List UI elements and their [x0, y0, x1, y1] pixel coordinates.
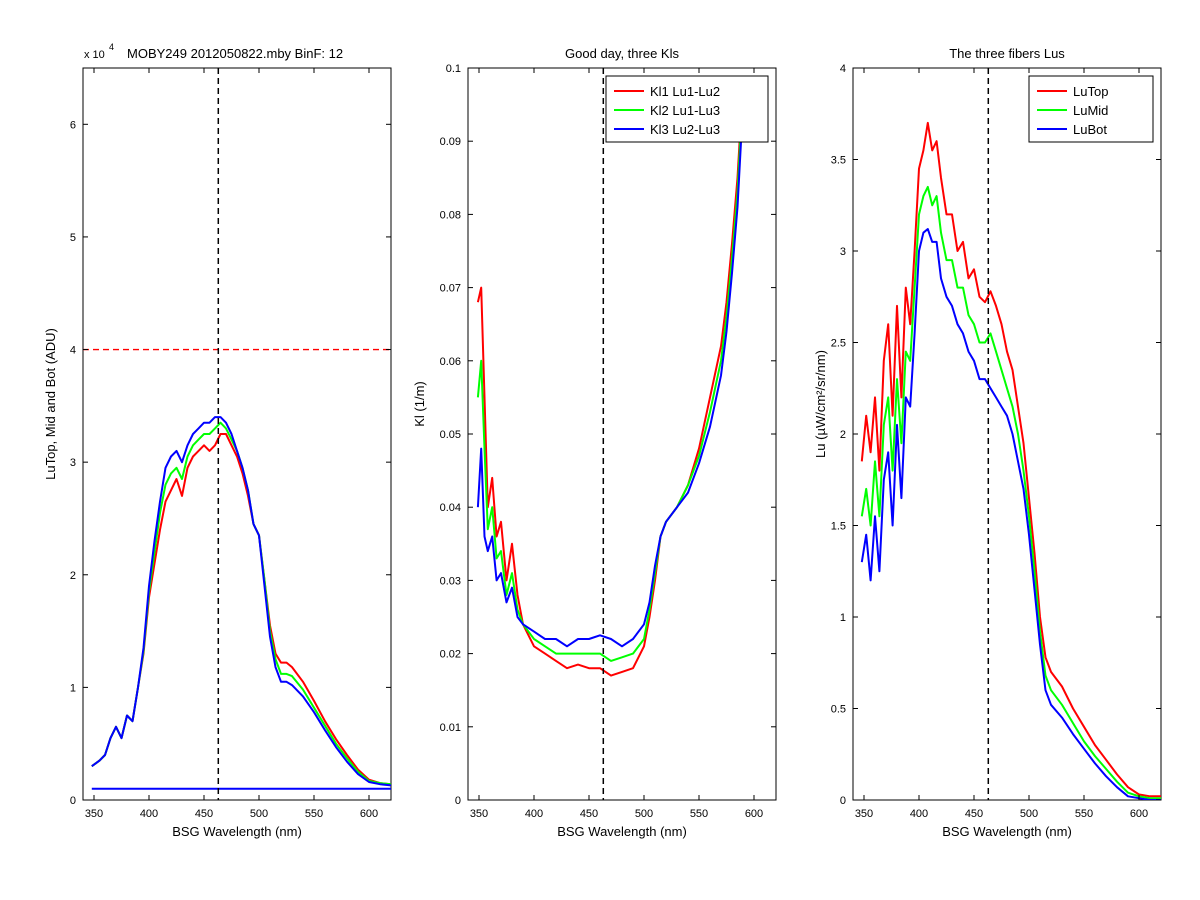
- y-tick-label: 0.08: [440, 209, 461, 221]
- legend-entry: LuTop: [1073, 84, 1108, 99]
- legend-entry: Kl2 Lu1-Lu3: [650, 103, 720, 118]
- y-tick-label: 0.03: [440, 575, 461, 587]
- chart-panel-3: 350 400 450 500 550 600 0 0.5 1 1.5 2 2.5 3 3.5 4 The t…: [813, 46, 1162, 839]
- y-tick-label: 1: [70, 682, 76, 694]
- legend: LuTop LuMid LuBot: [1028, 75, 1154, 143]
- y-tick-label: 3: [70, 457, 76, 469]
- y-tick-label: 0.04: [440, 502, 461, 514]
- x-tick-label: 450: [195, 808, 213, 820]
- y-tick-label: 4: [840, 63, 846, 75]
- x-tick-label: 500: [250, 808, 268, 820]
- legend-entry: LuMid: [1073, 103, 1108, 118]
- x-axis-label: BSG Wavelength (nm): [942, 824, 1072, 839]
- y-tick-label: 5: [70, 232, 76, 244]
- x-tick-label: 350: [470, 808, 488, 820]
- plot-data: [476, 82, 744, 677]
- x-axis-label: BSG Wavelength (nm): [172, 824, 302, 839]
- series-line-3: [91, 416, 391, 787]
- y-tick-label: 1: [840, 612, 846, 624]
- chart-title: Good day, three Kls: [565, 46, 679, 61]
- series-line-3: [476, 104, 744, 648]
- y-exponent-label: x 10: [84, 49, 105, 61]
- y-axis-label: LuTop, Mid and Bot (ADU): [43, 328, 58, 480]
- x-tick-label: 400: [525, 808, 543, 820]
- y-tick-label: 0: [70, 795, 76, 807]
- y-axis-label: Kl (1/m): [412, 381, 427, 427]
- plot-area: [467, 67, 777, 801]
- chart-title: MOBY249 2012050822.mby BinF: 12: [127, 46, 343, 61]
- x-tick-label: 550: [1075, 808, 1093, 820]
- y-tick-label: 4: [70, 345, 76, 357]
- x-tick-label: 500: [1020, 808, 1038, 820]
- x-tick-label: 550: [305, 808, 323, 820]
- y-tick-label: 3: [840, 246, 846, 258]
- y-tick-label: 6: [70, 119, 76, 131]
- y-tick-label: 0.5: [831, 704, 846, 716]
- y-tick-label: 0.09: [440, 136, 461, 148]
- y-tick-label: 2: [840, 429, 846, 441]
- series-line-3: [860, 228, 1161, 800]
- y-tick-label: 0.05: [440, 429, 461, 441]
- y-tick-label: 2.5: [831, 338, 846, 350]
- plot-area: [852, 67, 1162, 801]
- plot-data: [860, 121, 1161, 800]
- x-tick-label: 400: [140, 808, 158, 820]
- series-line-1: [476, 82, 744, 677]
- chart-panel-1: 350 400 450 500 550 600 0 1 2 3 4 5 6 x 10 4 MOBY249 20…: [43, 42, 392, 839]
- chart-title: The three fibers Lus: [949, 46, 1065, 61]
- x-tick-label: 450: [965, 808, 983, 820]
- legend-entry: LuBot: [1073, 122, 1107, 137]
- x-tick-label: 600: [360, 808, 378, 820]
- chart-panel-2: 350 400 450 500 550 600 0 0.01 0.02 0.03 0.04 0.05 0…: [412, 46, 777, 839]
- x-tick-label: 400: [910, 808, 928, 820]
- y-tick-label: 0: [455, 795, 461, 807]
- y-exponent-power: 4: [109, 42, 114, 52]
- series-line-2: [860, 185, 1161, 800]
- y-tick-label: 3.5: [831, 155, 846, 167]
- x-tick-label: 500: [635, 808, 653, 820]
- y-tick-label: 0.06: [440, 356, 461, 368]
- x-tick-label: 600: [1130, 808, 1148, 820]
- y-tick-label: 0.07: [440, 283, 461, 295]
- series-line-2: [476, 89, 744, 662]
- plot-area: [82, 67, 392, 801]
- x-tick-label: 550: [690, 808, 708, 820]
- x-tick-label: 600: [745, 808, 763, 820]
- legend-entry: Kl1 Lu1-Lu2: [650, 84, 720, 99]
- y-tick-label: 0: [840, 795, 846, 807]
- y-tick-label: 0.01: [440, 722, 461, 734]
- x-tick-label: 350: [85, 808, 103, 820]
- legend: Kl1 Lu1-Lu2 Kl2 Lu1-Lu3 Kl3 Lu2-Lu3: [605, 75, 769, 143]
- y-tick-label: 1.5: [831, 521, 846, 533]
- legend-entry: Kl3 Lu2-Lu3: [650, 122, 720, 137]
- x-tick-label: 350: [855, 808, 873, 820]
- y-tick-label: 0.1: [446, 63, 461, 75]
- y-axis-label: Lu (µW/cm²/sr/nm): [813, 350, 828, 458]
- x-axis-label: BSG Wavelength (nm): [557, 824, 687, 839]
- y-tick-label: 2: [70, 570, 76, 582]
- series-line-1: [860, 121, 1161, 798]
- x-tick-label: 450: [580, 808, 598, 820]
- y-tick-label: 0.02: [440, 649, 461, 661]
